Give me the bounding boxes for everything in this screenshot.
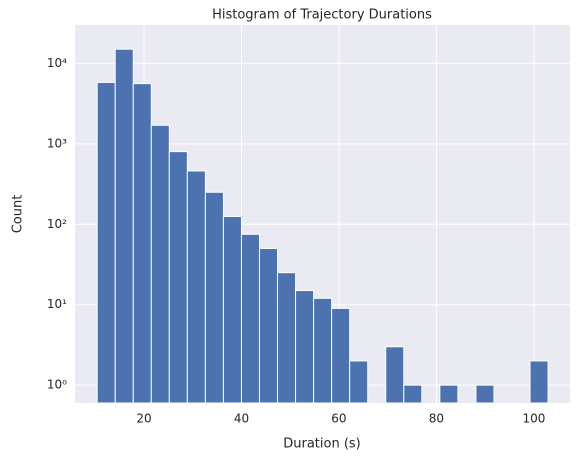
bar [240, 233, 260, 404]
x-tick-label: 100 [522, 412, 545, 426]
bar [114, 48, 134, 404]
x-axis-label: Duration (s) [283, 437, 361, 452]
chart-title: Histogram of Trajectory Durations [212, 8, 432, 23]
x-tick-label: 40 [234, 412, 249, 426]
bar [403, 384, 423, 404]
y-tick-label: 10⁴ [47, 56, 67, 70]
x-tick-label: 20 [136, 412, 151, 426]
bar [96, 81, 116, 404]
bar [349, 360, 369, 404]
bar [277, 272, 297, 404]
bar [331, 307, 351, 404]
bar [186, 170, 206, 404]
bar [150, 124, 170, 404]
y-tick-label: 10² [47, 217, 67, 231]
bar [222, 215, 242, 404]
x-tick-label: 60 [331, 412, 346, 426]
bar [168, 151, 188, 404]
bar [475, 384, 495, 404]
bar [529, 360, 549, 404]
y-tick-label: 10¹ [47, 297, 67, 311]
bar [204, 191, 224, 404]
bar [313, 297, 333, 404]
x-tick-label: 80 [429, 412, 444, 426]
bar [132, 83, 152, 404]
bar [258, 247, 279, 404]
bar [295, 290, 315, 404]
bar [385, 346, 405, 404]
bar [439, 384, 459, 404]
y-tick-label: 10³ [47, 136, 67, 150]
y-tick-label: 10⁰ [47, 378, 67, 392]
y-axis-label: Count [11, 195, 26, 234]
